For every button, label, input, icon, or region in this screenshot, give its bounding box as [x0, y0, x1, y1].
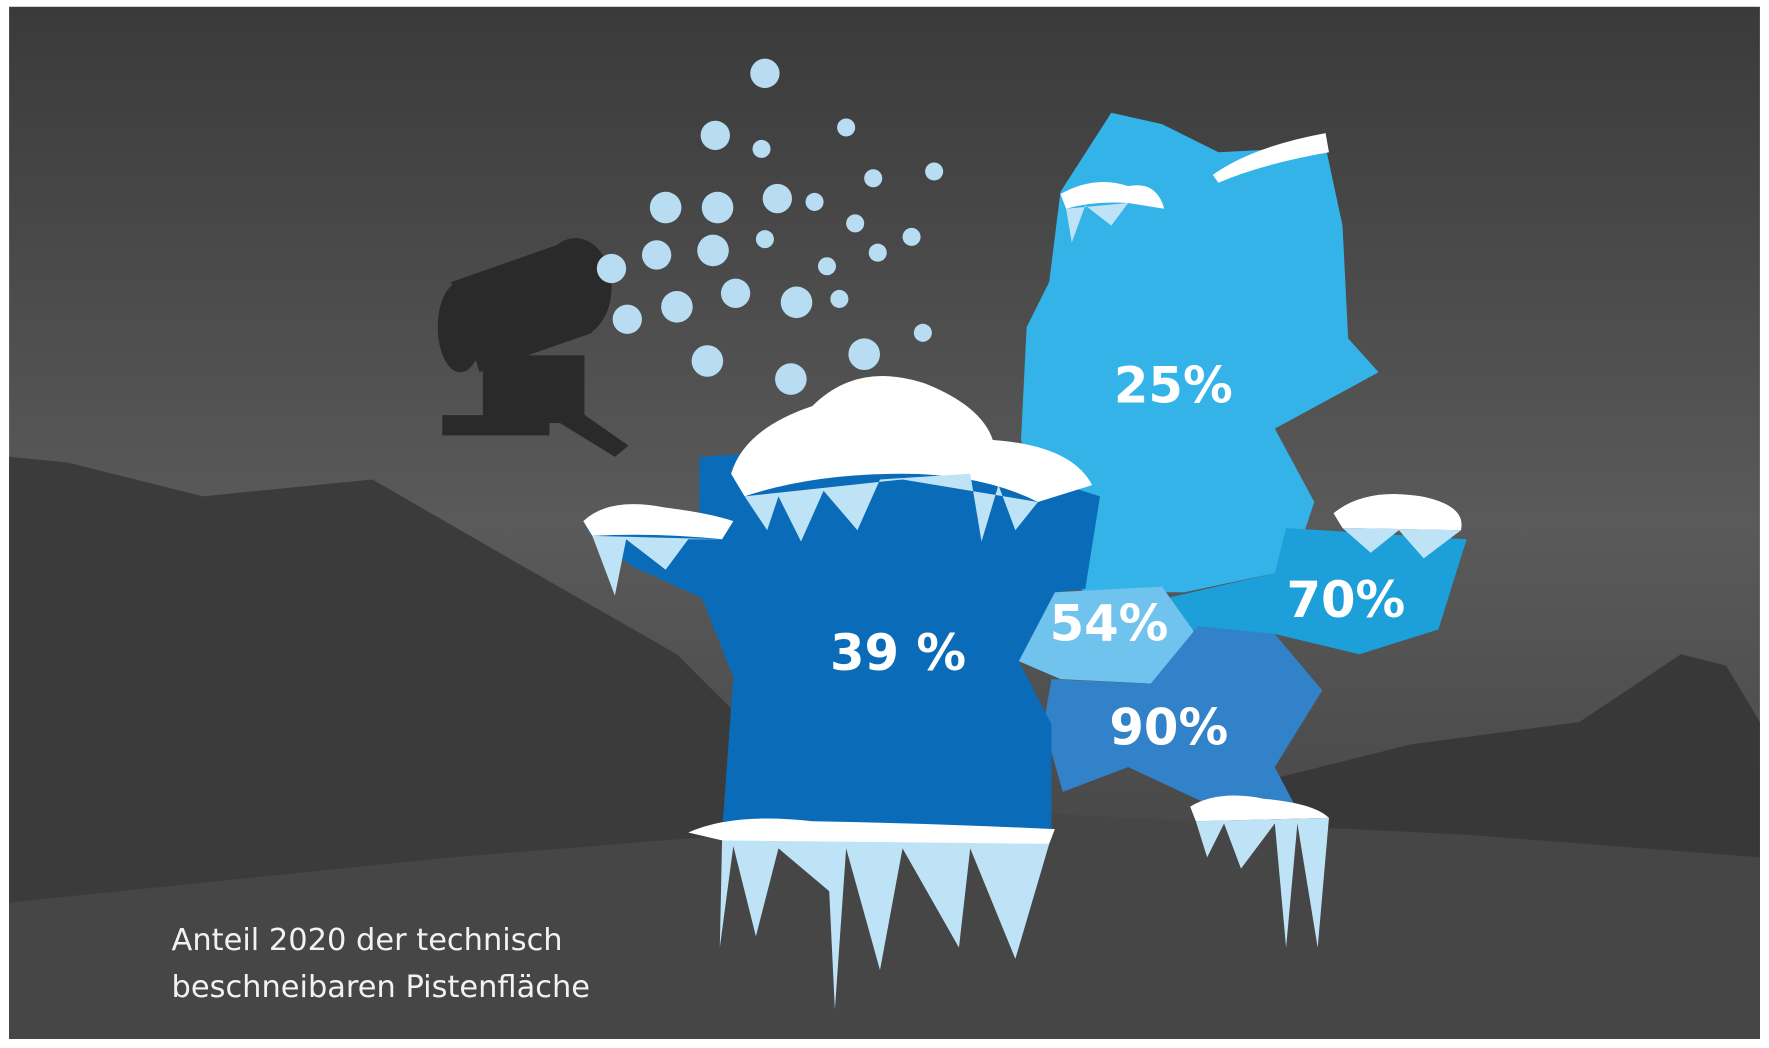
region-italy — [1043, 626, 1323, 815]
region-switzerland — [1018, 586, 1199, 684]
snowflakes — [596, 58, 944, 395]
region-label: 39 % — [830, 624, 966, 682]
region-label: 54% — [1050, 595, 1169, 653]
snow-caps — [583, 133, 1462, 1010]
region-label: 70% — [1287, 571, 1406, 629]
region-france — [586, 451, 1100, 833]
region-label: 90% — [1109, 699, 1228, 757]
region-germany — [1020, 112, 1379, 593]
caption-line: Anteil 2020 der technisch — [172, 923, 563, 958]
region-label: 25% — [1114, 357, 1233, 415]
region-austria — [1167, 527, 1467, 655]
caption-line: beschneibaren Pistenfläche — [172, 970, 590, 1005]
snow-cannon — [437, 238, 629, 457]
